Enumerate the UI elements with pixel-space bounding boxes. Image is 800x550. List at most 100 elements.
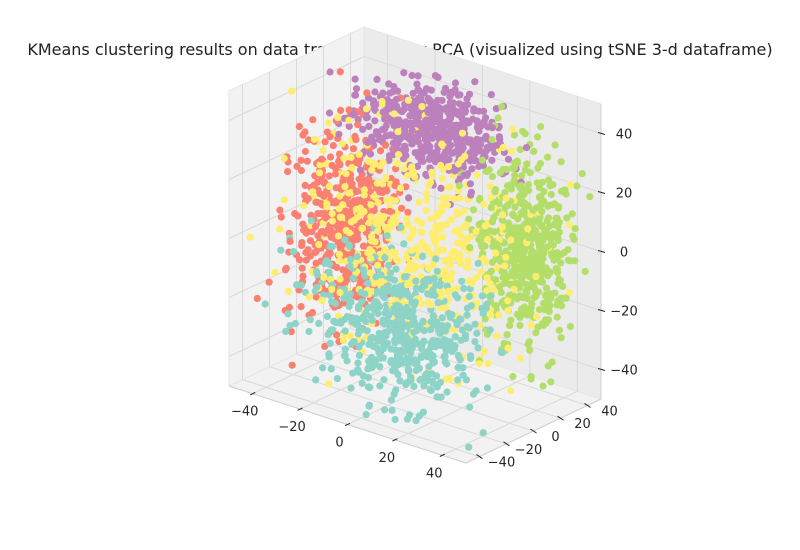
scatter-point-cluster-4 bbox=[438, 175, 447, 183]
scatter-point-cluster-4 bbox=[446, 375, 454, 383]
scatter-point-cluster-2 bbox=[456, 91, 464, 99]
scatter-point-cluster-1 bbox=[350, 338, 358, 346]
scatter-point-cluster-4 bbox=[347, 218, 355, 226]
scatter-point-cluster-0 bbox=[288, 361, 296, 369]
scatter-point-cluster-3 bbox=[497, 288, 505, 297]
scatter-point-cluster-1 bbox=[434, 322, 442, 331]
scatter-point-cluster-0 bbox=[299, 220, 307, 228]
scatter-point-cluster-4 bbox=[335, 205, 343, 213]
scatter-point-cluster-3 bbox=[535, 305, 544, 314]
scatter-point-cluster-3 bbox=[571, 225, 579, 233]
scatter-point-cluster-1 bbox=[410, 301, 418, 309]
scatter-point-cluster-0 bbox=[277, 213, 285, 221]
scatter-point-cluster-1 bbox=[347, 384, 355, 392]
scatter-point-cluster-2 bbox=[459, 104, 467, 112]
scatter-point-cluster-4 bbox=[328, 210, 336, 218]
scatter-point-cluster-4 bbox=[336, 289, 344, 297]
scatter-point-cluster-4 bbox=[445, 183, 453, 191]
scatter-point-cluster-3 bbox=[510, 131, 519, 139]
y-tick-mark bbox=[530, 428, 537, 434]
scatter-point-cluster-1 bbox=[395, 320, 403, 329]
scatter-point-cluster-4 bbox=[360, 191, 368, 199]
scatter-point-cluster-0 bbox=[299, 272, 307, 280]
scatter-point-cluster-1 bbox=[478, 292, 486, 300]
scatter-point-cluster-1 bbox=[384, 327, 392, 335]
scatter-point-cluster-3 bbox=[527, 308, 535, 316]
scatter-point-cluster-4 bbox=[439, 194, 447, 202]
scatter-point-cluster-4 bbox=[527, 321, 536, 329]
scatter-point-cluster-3 bbox=[469, 206, 478, 214]
scatter-point-cluster-4 bbox=[418, 220, 426, 228]
scatter-point-cluster-3 bbox=[527, 373, 535, 381]
scatter-point-cluster-3 bbox=[508, 227, 516, 235]
scatter-point-cluster-2 bbox=[359, 125, 367, 133]
scatter-point-cluster-4 bbox=[323, 200, 331, 208]
scatter-point-cluster-3 bbox=[524, 181, 532, 189]
scatter-point-cluster-4 bbox=[445, 287, 453, 295]
scatter-point-cluster-2 bbox=[400, 119, 408, 127]
scatter-point-cluster-1 bbox=[391, 336, 399, 344]
scatter-point-cluster-3 bbox=[555, 218, 563, 226]
scatter-point-cluster-3 bbox=[555, 275, 563, 283]
z-tick-label: −20 bbox=[610, 305, 637, 320]
scatter-point-cluster-3 bbox=[534, 288, 543, 296]
scatter-point-cluster-2 bbox=[438, 125, 446, 133]
scatter-point-cluster-3 bbox=[517, 305, 526, 313]
z-tick-mark bbox=[597, 250, 606, 253]
scatter-point-cluster-3 bbox=[539, 255, 547, 263]
scatter-point-cluster-4 bbox=[374, 227, 382, 235]
scatter-point-cluster-3 bbox=[518, 172, 526, 180]
scatter-point-cluster-4 bbox=[483, 287, 491, 295]
scatter-point-cluster-1 bbox=[429, 336, 437, 345]
scatter-point-cluster-3 bbox=[498, 216, 506, 224]
scatter-point-cluster-4 bbox=[319, 219, 327, 227]
scatter-point-cluster-1 bbox=[388, 406, 396, 414]
scatter-point-cluster-1 bbox=[358, 326, 366, 334]
scatter-point-cluster-1 bbox=[387, 396, 395, 404]
scatter-point-cluster-1 bbox=[463, 323, 471, 331]
scatter-point-cluster-3 bbox=[586, 193, 594, 201]
scatter-point-cluster-3 bbox=[500, 279, 508, 287]
scatter-point-cluster-4 bbox=[324, 119, 332, 127]
scatter-point-cluster-0 bbox=[297, 156, 305, 164]
scatter-point-cluster-4 bbox=[325, 380, 333, 388]
scatter-point-cluster-1 bbox=[474, 259, 482, 267]
scatter-point-cluster-0 bbox=[351, 132, 359, 140]
scatter-point-cluster-3 bbox=[544, 176, 553, 184]
scatter-point-cluster-4 bbox=[404, 281, 412, 289]
scatter-point-cluster-4 bbox=[382, 174, 390, 182]
scatter-point-cluster-4 bbox=[367, 201, 375, 209]
scatter-point-cluster-0 bbox=[307, 211, 315, 219]
scatter-point-cluster-2 bbox=[392, 141, 400, 149]
scatter-point-cluster-2 bbox=[352, 85, 361, 93]
scatter-point-cluster-4 bbox=[284, 287, 293, 295]
scatter-point-cluster-2 bbox=[467, 188, 475, 196]
scatter-point-cluster-3 bbox=[540, 248, 548, 256]
scatter-point-cluster-2 bbox=[391, 121, 399, 129]
scatter-point-cluster-1 bbox=[395, 289, 403, 297]
scatter-point-cluster-4 bbox=[362, 105, 370, 113]
scatter-point-cluster-1 bbox=[453, 321, 461, 329]
y-tick-label: 20 bbox=[574, 417, 591, 432]
scatter-point-cluster-3 bbox=[488, 258, 496, 266]
scatter-point-cluster-4 bbox=[475, 360, 483, 368]
scatter-point-cluster-0 bbox=[298, 264, 306, 272]
scatter-point-cluster-1 bbox=[437, 393, 445, 401]
scatter-point-cluster-4 bbox=[507, 387, 515, 395]
scatter-point-cluster-3 bbox=[488, 173, 497, 181]
scatter-point-cluster-2 bbox=[463, 95, 471, 103]
scatter-point-cluster-3 bbox=[507, 243, 515, 251]
scatter-point-cluster-3 bbox=[548, 201, 557, 209]
scatter-point-cluster-4 bbox=[340, 154, 348, 162]
scatter-point-cluster-4 bbox=[404, 172, 412, 180]
scatter-point-cluster-3 bbox=[547, 294, 555, 303]
scatter-point-cluster-4 bbox=[418, 239, 426, 247]
scatter-point-cluster-0 bbox=[305, 136, 313, 144]
scatter-point-cluster-3 bbox=[503, 331, 511, 339]
scatter-point-cluster-4 bbox=[388, 196, 396, 204]
scatter-point-cluster-2 bbox=[456, 123, 464, 131]
scatter-point-cluster-2 bbox=[408, 139, 416, 148]
scatter-point-cluster-4 bbox=[345, 116, 353, 124]
scatter-point-cluster-3 bbox=[500, 269, 508, 277]
